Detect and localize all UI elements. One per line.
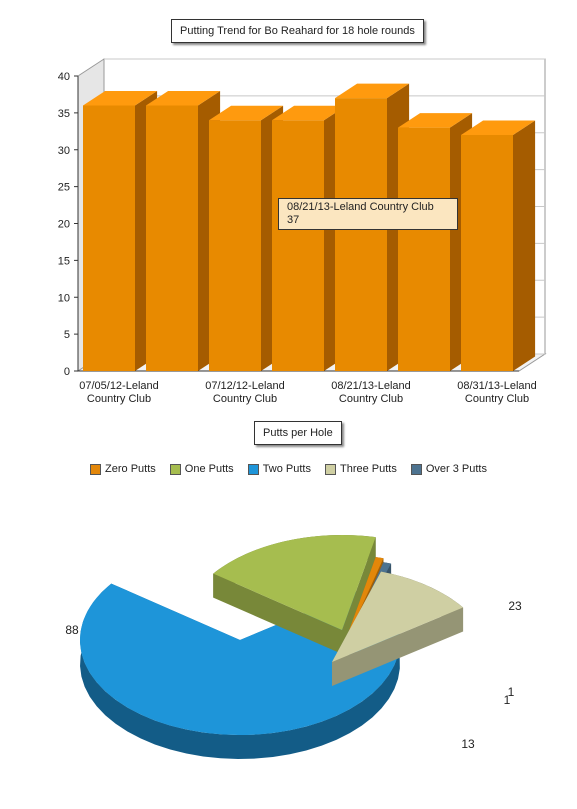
y-tick-label: 35 — [58, 108, 70, 120]
legend-swatch — [247, 463, 259, 475]
y-tick-label: 10 — [58, 292, 70, 304]
pie-slice-wall — [342, 537, 376, 654]
legend-label: Over 3 Putts — [425, 463, 487, 475]
bar-chart-title: Putting Trend for Bo Reahard for 18 hole… — [171, 19, 424, 43]
pie-legend: Zero Putts One Putts Two Putts Three Putts O… — [0, 463, 577, 475]
bar-front — [461, 135, 513, 371]
y-tick-label: 0 — [64, 366, 70, 378]
pie-data-label: 88 — [65, 623, 79, 637]
bar-top — [461, 120, 536, 135]
pie-data-label: 13 — [461, 737, 475, 751]
y-tick-label: 40 — [58, 71, 70, 83]
bar-front — [272, 120, 324, 371]
x-tick-label: Country Club — [339, 393, 403, 405]
legend-item[interactable]: One Putts — [169, 463, 234, 475]
bar-top — [209, 105, 284, 121]
pie-slice-wall — [332, 607, 464, 686]
y-tick-label: 25 — [58, 182, 70, 194]
y-tick-label: 5 — [64, 329, 70, 341]
legend-item[interactable]: Zero Putts — [90, 463, 156, 475]
pie-chart-title: Putts per Hole — [254, 421, 342, 445]
bar-side — [513, 120, 536, 371]
tooltip-value: 37 — [287, 214, 300, 226]
legend-item[interactable]: Two Putts — [247, 463, 311, 475]
legend-label: One Putts — [184, 463, 234, 475]
x-tick-label: 08/31/13-Leland — [457, 380, 537, 392]
pie-slice-wall — [213, 573, 342, 654]
legend-swatch — [324, 463, 336, 475]
pie-data-label: 1 — [504, 693, 511, 707]
bar-tooltip: 08/21/13-Leland Country Club 37 — [278, 198, 458, 230]
x-tick-label: Country Club — [465, 393, 529, 405]
bar-top — [272, 105, 347, 121]
bar[interactable] — [461, 120, 536, 371]
legend-item[interactable]: Three Putts — [324, 463, 397, 475]
pie-slice-top — [213, 535, 376, 630]
y-tick-label: 30 — [58, 145, 70, 157]
pie-data-label: 23 — [508, 599, 522, 613]
y-tick-label: 15 — [58, 255, 70, 267]
x-tick-label: 07/05/12-Leland — [79, 380, 159, 392]
legend-item[interactable]: Over 3 Putts — [410, 463, 487, 475]
legend-label: Three Putts — [339, 463, 397, 475]
bar-top — [146, 91, 221, 106]
pie-slice[interactable] — [332, 571, 464, 686]
bar-front — [83, 105, 135, 371]
legend-swatch — [169, 463, 181, 475]
pie-data-label: 1 — [508, 685, 515, 699]
bar-top — [83, 91, 158, 106]
legend-swatch — [90, 463, 102, 475]
x-tick-label: Country Club — [87, 393, 151, 405]
tooltip-label: 08/21/13-Leland Country Club — [287, 201, 434, 213]
legend-swatch — [410, 463, 422, 475]
bar-front — [146, 105, 198, 371]
bar-front — [398, 127, 450, 371]
bar-front — [209, 120, 261, 371]
pie-slice-top — [332, 571, 464, 662]
x-tick-label: 08/21/13-Leland — [331, 380, 411, 392]
bar-front — [335, 98, 387, 371]
x-tick-label: 07/12/12-Leland — [205, 380, 285, 392]
legend-label: Zero Putts — [105, 463, 156, 475]
x-tick-label: Country Club — [213, 393, 277, 405]
y-tick-label: 20 — [58, 219, 70, 231]
legend-label: Two Putts — [262, 463, 311, 475]
bar-top — [398, 113, 473, 128]
bar-top — [335, 83, 410, 99]
pie-slice[interactable] — [213, 535, 376, 654]
